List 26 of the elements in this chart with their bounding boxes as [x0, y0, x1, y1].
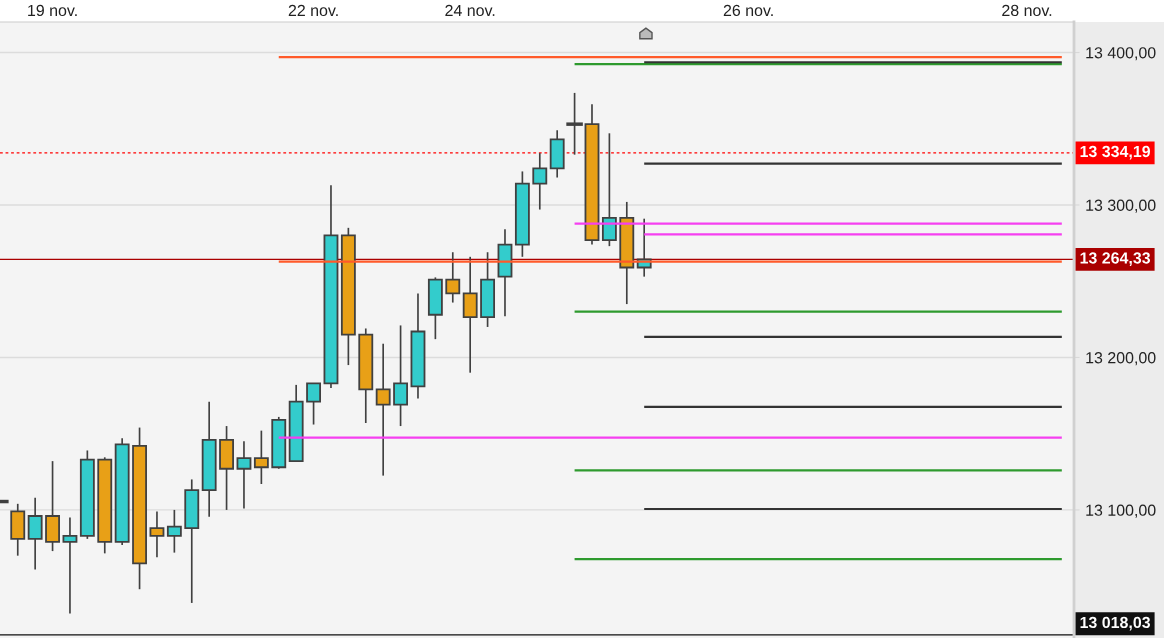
candlestick [601, 132, 617, 247]
x-tick-label: 28 nov. [1002, 4, 1052, 17]
candlestick [375, 342, 391, 477]
y-tick-label: 13 200,00 [1086, 352, 1156, 366]
ref-line-label: 13 018,03 [1080, 616, 1151, 631]
candlestick [166, 509, 182, 554]
y-tick-label: 13 100,00 [1086, 504, 1156, 518]
y-tick-label: 13 300,00 [1086, 199, 1156, 213]
candlestick [445, 251, 461, 304]
candlestick [393, 324, 409, 427]
candlestick [532, 152, 548, 211]
candlestick [149, 510, 165, 559]
x-tick-label: 26 nov. [723, 4, 773, 17]
ref-line-label: 13 264,33 [1080, 252, 1151, 266]
candlestick [62, 516, 78, 615]
candlestick [566, 92, 583, 156]
ref-line-label: 13 334,19 [1080, 145, 1151, 160]
x-tick-label: 19 nov. [28, 4, 77, 17]
x-tick-label: 24 nov. [445, 4, 495, 17]
candlestick [462, 255, 478, 374]
candlestick [253, 429, 269, 485]
candlestick [306, 382, 321, 426]
y-tick-label: 13 400,00 [1086, 47, 1156, 61]
candlestick [27, 496, 43, 571]
x-tick-label: 22 nov. [288, 4, 338, 17]
candlestick [236, 440, 252, 510]
